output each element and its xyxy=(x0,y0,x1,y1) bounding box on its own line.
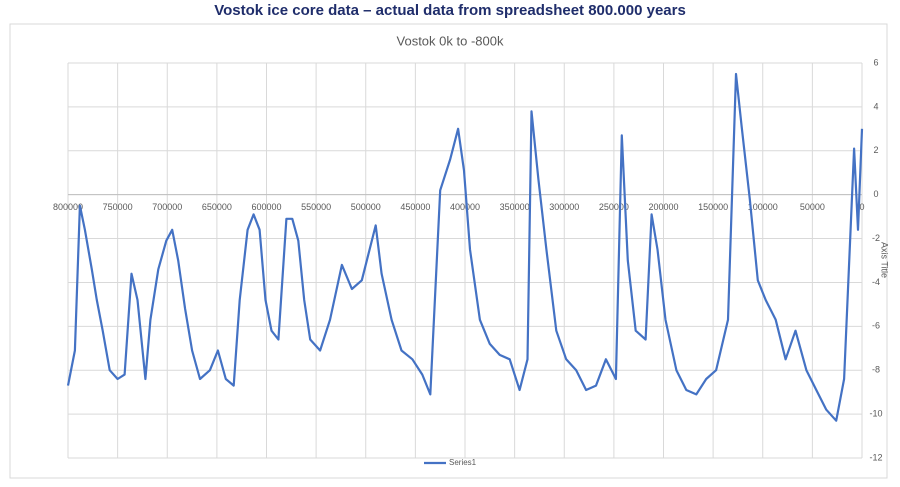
y-tick-label: -4 xyxy=(872,277,880,287)
y-tick-label: -8 xyxy=(872,365,880,375)
x-tick-label: 350000 xyxy=(500,202,530,212)
chart-title: Vostok 0k to -800k xyxy=(397,33,504,48)
y-axis-title: Axis Title xyxy=(880,242,890,278)
x-tick-label: 150000 xyxy=(698,202,728,212)
y-tick-label: 0 xyxy=(873,189,878,199)
x-tick-label: 600000 xyxy=(251,202,281,212)
x-tick-label: 650000 xyxy=(202,202,232,212)
y-tick-label: -12 xyxy=(869,452,882,462)
y-tick-label: 4 xyxy=(873,101,878,111)
y-tick-label: -2 xyxy=(872,233,880,243)
x-tick-label: 0 xyxy=(859,202,864,212)
x-tick-label: 500000 xyxy=(351,202,381,212)
x-tick-label: 250000 xyxy=(599,202,629,212)
x-tick-label: 100000 xyxy=(748,202,778,212)
y-tick-label: 2 xyxy=(873,145,878,155)
chart-frame xyxy=(9,23,888,479)
x-tick-label: 300000 xyxy=(549,202,579,212)
x-tick-label: 800000 xyxy=(53,202,83,212)
x-tick-label: 400000 xyxy=(450,202,480,212)
x-tick-label: 200000 xyxy=(648,202,678,212)
x-tick-label: 550000 xyxy=(301,202,331,212)
x-tick-label: 750000 xyxy=(103,202,133,212)
y-tick-label: 6 xyxy=(873,57,878,67)
y-tick-label: -10 xyxy=(869,408,882,418)
x-tick-label: 700000 xyxy=(152,202,182,212)
y-tick-label: -6 xyxy=(872,321,880,331)
page-title: Vostok ice core data – actual data from … xyxy=(214,2,686,19)
x-tick-label: 450000 xyxy=(400,202,430,212)
legend-label: Series1 xyxy=(449,458,477,467)
x-tick-label: 50000 xyxy=(800,202,825,212)
data-line xyxy=(66,72,864,422)
